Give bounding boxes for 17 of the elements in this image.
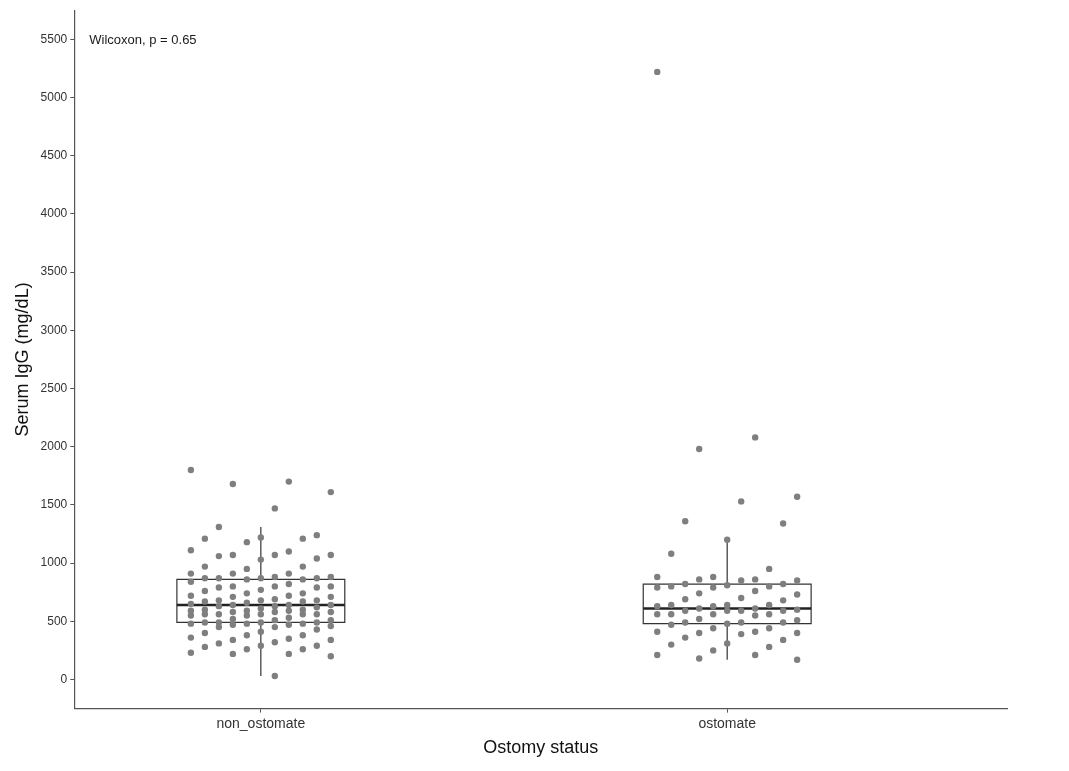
- y-axis-title: Serum IgG (mg/dL): [11, 282, 32, 437]
- y-tick-label: 5500: [40, 31, 68, 46]
- y-tick-label: 1000: [40, 555, 68, 570]
- y-tick-label: 3000: [40, 322, 68, 337]
- x-axis-title: Ostomy status: [483, 737, 599, 758]
- y-tick-label: 4000: [40, 206, 68, 221]
- y-tick-label: 500: [47, 613, 68, 628]
- y-tick-label: 2500: [40, 380, 68, 395]
- y-tick-label: 3500: [40, 264, 68, 279]
- x-tick-label: non_ostomate: [216, 714, 306, 731]
- x-tick-label: ostomate: [698, 714, 757, 731]
- y-tick-label: 5000: [40, 89, 68, 104]
- y-tick-label: 4500: [40, 148, 68, 163]
- annotation: Wilcoxon, p = 0.65: [89, 31, 197, 47]
- y-tick-label: 2000: [40, 439, 68, 454]
- y-tick-label: 1500: [40, 497, 68, 512]
- y-tick-label: 0: [60, 671, 68, 686]
